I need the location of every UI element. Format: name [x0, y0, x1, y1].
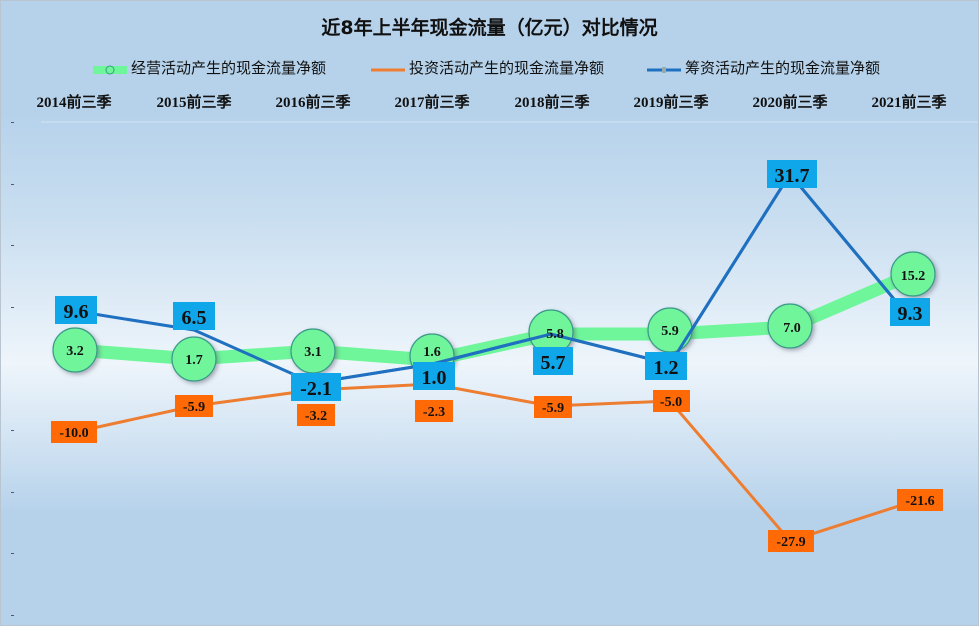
legend-investing-swatch-icon	[371, 62, 405, 74]
legend-item-operating[interactable]: 经营活动产生的现金流量净额	[93, 57, 326, 78]
financing-label: 6.5	[182, 307, 207, 329]
financing-label: 5.7	[541, 352, 566, 374]
category-label: 2016前三季	[275, 95, 351, 111]
investing-label: -3.2	[305, 409, 327, 424]
axis-tick	[11, 615, 14, 616]
financing-label-boxes	[55, 160, 930, 401]
legend-label: 筹资活动产生的现金流量净额	[685, 59, 881, 77]
financing-label: 9.3	[898, 303, 923, 325]
operating-label: 7.0	[783, 321, 801, 336]
legend-label: 投资活动产生的现金流量净额	[409, 59, 605, 77]
investing-label: -5.9	[183, 400, 205, 415]
series-operating-markers	[52, 251, 936, 382]
axis-tick	[11, 184, 14, 185]
axis-tick	[11, 307, 14, 308]
investing-label: -2.3	[423, 405, 445, 420]
category-label: 2014前三季	[36, 95, 112, 111]
category-label: 2018前三季	[514, 95, 590, 111]
category-label: 2017前三季	[394, 95, 470, 111]
category-label: 2019前三季	[633, 95, 709, 111]
financing-label: 31.7	[775, 165, 810, 187]
chart-title: 近8年上半年现金流量（亿元）对比情况	[321, 17, 658, 39]
operating-label: 1.7	[185, 353, 203, 368]
category-label: 2015前三季	[156, 95, 232, 111]
axis-tick	[11, 245, 14, 246]
investing-label: -5.9	[542, 401, 564, 416]
operating-label: 5.8	[546, 327, 564, 342]
operating-label: 3.2	[66, 344, 84, 359]
investing-label: -27.9	[776, 535, 805, 550]
operating-label: 5.9	[661, 324, 679, 339]
operating-label: 3.1	[304, 345, 322, 360]
financing-label: 1.2	[654, 357, 679, 379]
legend-operating-swatch-icon	[93, 62, 127, 74]
operating-label: 1.6	[423, 345, 441, 360]
financing-label: 1.0	[422, 367, 447, 389]
legend-item-investing[interactable]: 投资活动产生的现金流量净额	[371, 57, 604, 78]
financing-label: -2.1	[300, 378, 332, 400]
operating-label: 15.2	[901, 269, 926, 284]
series-financing-line-overlay	[312, 171, 910, 385]
axis-tick	[11, 492, 14, 493]
legend-financing-swatch-icon	[647, 62, 681, 74]
legend-label: 经营活动产生的现金流量净额	[131, 59, 327, 77]
investing-label: -21.6	[905, 494, 934, 509]
series-investing-line[interactable]	[74, 382, 909, 543]
axis-tick	[11, 553, 14, 554]
category-label: 2020前三季	[752, 95, 828, 111]
category-label: 2021前三季	[871, 95, 947, 111]
financing-label: 9.6	[64, 301, 89, 323]
axis-tick	[11, 430, 14, 431]
investing-label: -5.0	[660, 395, 682, 410]
investing-label-boxes	[51, 390, 943, 552]
legend: 经营活动产生的现金流量净额 投资活动产生的现金流量净额 筹资活动产生的现金流量净…	[1, 57, 978, 79]
axis-tick	[11, 122, 14, 123]
legend-item-financing[interactable]: 筹资活动产生的现金流量净额	[647, 57, 880, 78]
investing-label: -10.0	[59, 426, 88, 441]
